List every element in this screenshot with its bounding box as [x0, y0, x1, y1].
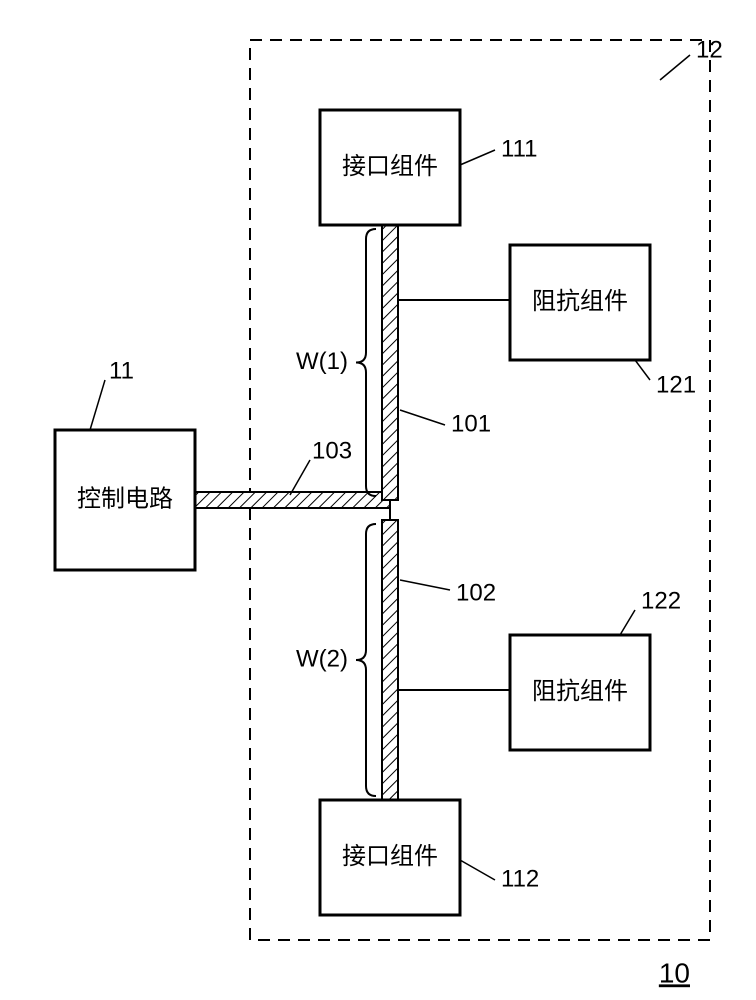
ref-12-ref: 12 [696, 36, 723, 63]
block-diagram: 控制电路接口组件接口组件阻抗组件阻抗组件W(1)W(2)121111112111… [0, 0, 756, 1000]
figure-ref: 10 [659, 957, 690, 988]
ref-101-ref: 101 [451, 410, 491, 437]
ref-103-leader [290, 460, 310, 495]
ref-102-leader [400, 580, 450, 590]
interface-bottom-label: 接口组件 [342, 843, 438, 870]
impedance-top-label: 阻抗组件 [532, 288, 628, 315]
w2-label: W(2) [296, 645, 348, 672]
ref-102-ref: 102 [456, 579, 496, 606]
ref-12-leader [660, 55, 690, 80]
ref-122-leader [620, 610, 635, 635]
ref-111-ref: 111 [501, 135, 537, 162]
ref-112-ref: 112 [501, 865, 539, 892]
trace-103 [195, 492, 390, 508]
ref-121-leader [635, 360, 650, 380]
ref-112-leader [460, 860, 495, 880]
ref-11-leader [90, 380, 105, 430]
trace-102 [382, 520, 398, 800]
ref-122-ref: 122 [641, 587, 681, 614]
impedance-bottom-label: 阻抗组件 [532, 678, 628, 705]
ref-103-ref: 103 [312, 437, 352, 464]
ref-11-ref: 11 [109, 357, 134, 384]
brace [356, 229, 376, 496]
w1-label: W(1) [296, 348, 348, 375]
ref-121-ref: 121 [656, 371, 696, 398]
ref-101-leader [400, 410, 445, 425]
control-box-label: 控制电路 [77, 485, 173, 512]
ref-111-leader [460, 150, 495, 165]
interface-top-label: 接口组件 [342, 153, 438, 180]
trace-101 [382, 225, 398, 500]
brace [356, 524, 376, 796]
